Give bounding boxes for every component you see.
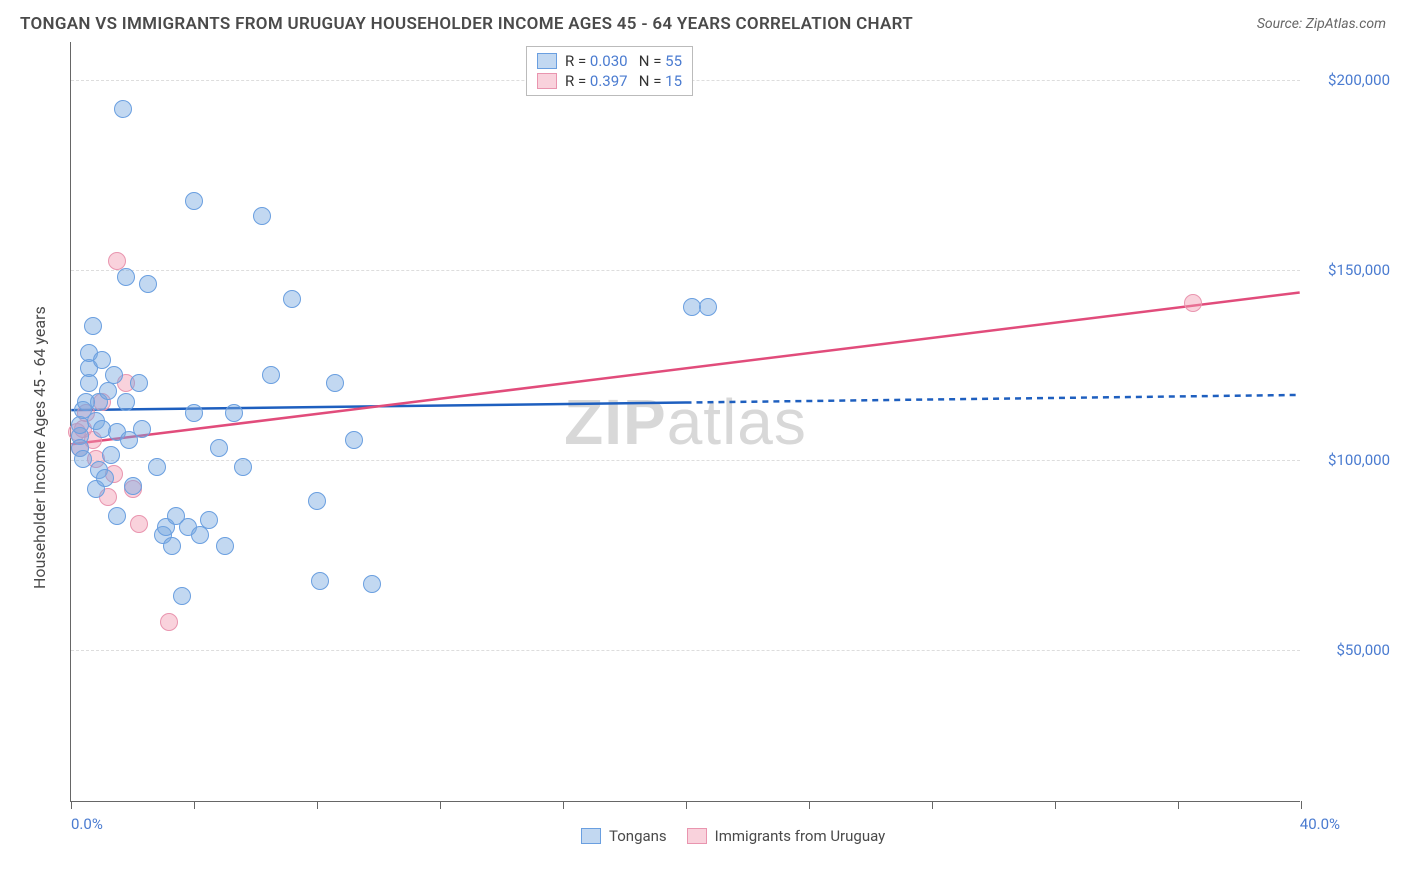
tongans-point: [191, 526, 209, 544]
stats-row: R = 0.397 N = 15: [537, 71, 682, 91]
x-tick: [563, 801, 564, 809]
tongans-point: [130, 374, 148, 392]
tongans-point: [117, 268, 135, 286]
tongans-point: [96, 469, 114, 487]
tongans-point: [114, 100, 132, 118]
y-tick-label: $150,000: [1305, 261, 1390, 279]
x-tick: [686, 801, 687, 809]
trend-lines-layer: [71, 42, 1300, 801]
tongans-point: [185, 192, 203, 210]
x-tick: [1301, 801, 1302, 809]
x-axis-min-label: 0.0%: [71, 815, 103, 833]
tongans-point: [200, 511, 218, 529]
tongans-point: [148, 458, 166, 476]
tongans-point: [311, 572, 329, 590]
tongans-point: [77, 393, 95, 411]
x-tick: [1178, 801, 1179, 809]
tongans-point: [283, 290, 301, 308]
tongans-point: [326, 374, 344, 392]
tongans-point: [225, 404, 243, 422]
source-value: ZipAtlas.com: [1306, 16, 1386, 32]
watermark: ZIPatlas: [564, 385, 807, 459]
tongans-point: [234, 458, 252, 476]
tongans-point: [699, 298, 717, 316]
legend-swatch: [687, 828, 707, 844]
tongans-point: [363, 575, 381, 593]
gridline: [71, 460, 1300, 461]
legend-item: Tongans: [581, 827, 667, 845]
stats-text: R = 0.030 N = 55: [565, 52, 682, 70]
x-tick: [440, 801, 441, 809]
x-tick: [932, 801, 933, 809]
source-citation: Source: ZipAtlas.com: [1257, 16, 1386, 32]
gridline: [71, 650, 1300, 651]
tongans-point: [93, 351, 111, 369]
source-label: Source:: [1257, 16, 1306, 32]
legend-swatch: [537, 73, 557, 89]
x-tick: [194, 801, 195, 809]
tongans-point: [117, 393, 135, 411]
uruguay-point: [160, 613, 178, 631]
series-legend: Tongans Immigrants from Uruguay: [581, 827, 885, 845]
y-tick-label: $50,000: [1305, 641, 1390, 659]
tongans-point: [120, 431, 138, 449]
y-tick-label: $200,000: [1305, 71, 1390, 89]
stats-row: R = 0.030 N = 55: [537, 51, 682, 71]
tongans-point: [139, 275, 157, 293]
tongans-point: [124, 477, 142, 495]
tongans-point: [163, 537, 181, 555]
tongans-point: [253, 207, 271, 225]
legend-swatch: [581, 828, 601, 844]
x-axis-max-label: 40.0%: [1300, 815, 1340, 833]
uruguay-point: [130, 515, 148, 533]
stats-legend: R = 0.030 N = 55 R = 0.397 N = 15: [526, 46, 693, 96]
tongans-point: [262, 366, 280, 384]
tongans-point: [102, 446, 120, 464]
legend-swatch: [537, 53, 557, 69]
tongans-point: [308, 492, 326, 510]
x-tick: [809, 801, 810, 809]
tongans-point: [210, 439, 228, 457]
legend-item: Immigrants from Uruguay: [687, 827, 886, 845]
tongans-point: [216, 537, 234, 555]
uruguay-point: [1184, 294, 1202, 312]
tongans-point: [84, 317, 102, 335]
tongans-point: [108, 507, 126, 525]
scatter-plot: ZIPatlas $50,000$100,000$150,000$200,000…: [70, 42, 1300, 802]
tongans-point: [105, 366, 123, 384]
stats-text: R = 0.397 N = 15: [565, 72, 682, 90]
tongans-point: [185, 404, 203, 422]
legend-label: Immigrants from Uruguay: [715, 827, 886, 845]
chart-title: TONGAN VS IMMIGRANTS FROM URUGUAY HOUSEH…: [20, 14, 913, 34]
tongans-point: [74, 450, 92, 468]
chart-header: TONGAN VS IMMIGRANTS FROM URUGUAY HOUSEH…: [0, 0, 1406, 42]
x-tick: [71, 801, 72, 809]
tongans-point: [345, 431, 363, 449]
x-tick: [1055, 801, 1056, 809]
tongans-point: [173, 587, 191, 605]
chart-container: Householder Income Ages 45 - 64 years ZI…: [20, 42, 1386, 802]
y-axis-title: Householder Income Ages 45 - 64 years: [30, 306, 49, 589]
x-tick: [317, 801, 318, 809]
legend-label: Tongans: [609, 827, 667, 845]
gridline: [71, 270, 1300, 271]
y-tick-label: $100,000: [1305, 451, 1390, 469]
